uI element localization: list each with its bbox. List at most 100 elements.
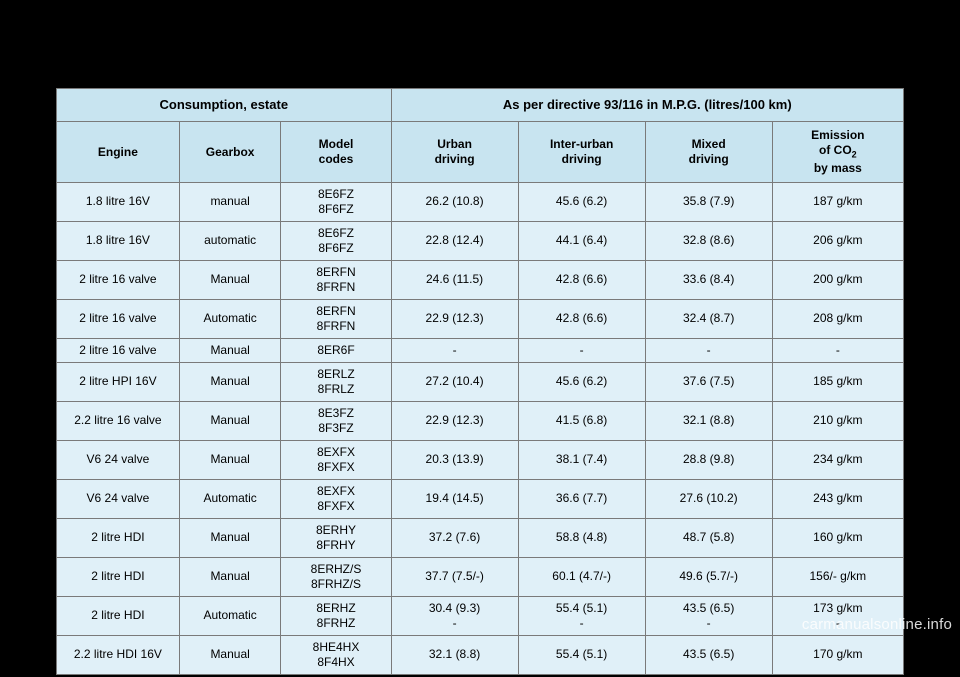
table-row: V6 24 valveAutomatic8EXFX8FXFX19.4 (14.5… xyxy=(57,479,904,518)
table-cell: 55.4 (5.1) xyxy=(518,635,645,674)
table-cell: 243 g/km xyxy=(772,479,903,518)
table-cell: 42.8 (6.6) xyxy=(518,260,645,299)
table-cell: 35.8 (7.9) xyxy=(645,182,772,221)
table-cell: 8ERFN8FRFN xyxy=(281,299,391,338)
table-cell: 60.1 (4.7/-) xyxy=(518,557,645,596)
table-cell: 2 litre 16 valve xyxy=(57,299,180,338)
table-cell: 43.5 (6.5) xyxy=(645,635,772,674)
table-head: Consumption, estate As per directive 93/… xyxy=(57,89,904,183)
table-cell: 27.6 (10.2) xyxy=(645,479,772,518)
table-cell: manual xyxy=(179,182,281,221)
table-cell: 22.8 (12.4) xyxy=(391,221,518,260)
table-body: 1.8 litre 16Vmanual8E6FZ8F6FZ26.2 (10.8)… xyxy=(57,182,904,674)
table-cell: 32.4 (8.7) xyxy=(645,299,772,338)
table-cell: Manual xyxy=(179,362,281,401)
column-header-2: Modelcodes xyxy=(281,122,391,183)
table-cell: 2 litre HDI xyxy=(57,518,180,557)
table-cell: 2 litre HPI 16V xyxy=(57,362,180,401)
table-cell: 2.2 litre HDI 16V xyxy=(57,635,180,674)
table-row: 2.2 litre 16 valveManual8E3FZ8F3FZ22.9 (… xyxy=(57,401,904,440)
table-cell: 8EXFX8FXFX xyxy=(281,479,391,518)
column-header-1: Gearbox xyxy=(179,122,281,183)
table-cell: 1.8 litre 16V xyxy=(57,182,180,221)
table-cell: 160 g/km xyxy=(772,518,903,557)
table-cell: 8EXFX8FXFX xyxy=(281,440,391,479)
column-header-6: Emissionof CO2by mass xyxy=(772,122,903,183)
column-header-0: Engine xyxy=(57,122,180,183)
table-cell: 208 g/km xyxy=(772,299,903,338)
table-cell: 8ERHY8FRHY xyxy=(281,518,391,557)
table-cell: 27.2 (10.4) xyxy=(391,362,518,401)
table-cell: 37.7 (7.5/-) xyxy=(391,557,518,596)
table-cell: 1.8 litre 16V xyxy=(57,221,180,260)
table-cell: V6 24 valve xyxy=(57,479,180,518)
table-cell: 32.1 (8.8) xyxy=(645,401,772,440)
table-cell: 24.6 (11.5) xyxy=(391,260,518,299)
group-header-right: As per directive 93/116 in M.P.G. (litre… xyxy=(391,89,903,122)
table-cell: 45.6 (6.2) xyxy=(518,362,645,401)
table-cell: 20.3 (13.9) xyxy=(391,440,518,479)
column-header-3: Urbandriving xyxy=(391,122,518,183)
table-row: 2 litre HDIManual8ERHZ/S8FRHZ/S37.7 (7.5… xyxy=(57,557,904,596)
table-cell: 2 litre 16 valve xyxy=(57,338,180,362)
watermark-text: carmanualsonline.info xyxy=(802,616,952,633)
table-row: 2 litre HPI 16VManual8ERLZ8FRLZ27.2 (10.… xyxy=(57,362,904,401)
table-cell: - xyxy=(518,338,645,362)
table-cell: Manual xyxy=(179,635,281,674)
table-cell: 22.9 (12.3) xyxy=(391,401,518,440)
table-cell: 2 litre 16 valve xyxy=(57,260,180,299)
table-row: 2 litre HDIAutomatic8ERHZ8FRHZ30.4 (9.3)… xyxy=(57,596,904,635)
table-cell: 8ER6F xyxy=(281,338,391,362)
table-cell: automatic xyxy=(179,221,281,260)
table-cell: 2.2 litre 16 valve xyxy=(57,401,180,440)
table-cell: - xyxy=(772,338,903,362)
table-cell: 8HE4HX8F4HX xyxy=(281,635,391,674)
table-cell: 8E6FZ8F6FZ xyxy=(281,182,391,221)
table-cell: 19.4 (14.5) xyxy=(391,479,518,518)
table-cell: 234 g/km xyxy=(772,440,903,479)
table-cell: 44.1 (6.4) xyxy=(518,221,645,260)
table-cell: 55.4 (5.1)- xyxy=(518,596,645,635)
table-cell: Manual xyxy=(179,518,281,557)
table-cell: 206 g/km xyxy=(772,221,903,260)
consumption-table-container: Consumption, estate As per directive 93/… xyxy=(54,86,906,677)
table-cell: 32.8 (8.6) xyxy=(645,221,772,260)
table-cell: 37.2 (7.6) xyxy=(391,518,518,557)
table-row: 2 litre 16 valveManual8ER6F---- xyxy=(57,338,904,362)
consumption-table: Consumption, estate As per directive 93/… xyxy=(56,88,904,675)
table-cell: 170 g/km xyxy=(772,635,903,674)
table-cell: 32.1 (8.8) xyxy=(391,635,518,674)
table-row: 2 litre 16 valveManual8ERFN8FRFN24.6 (11… xyxy=(57,260,904,299)
table-cell: 49.6 (5.7/-) xyxy=(645,557,772,596)
table-cell: 28.8 (9.8) xyxy=(645,440,772,479)
table-cell: 156/- g/km xyxy=(772,557,903,596)
table-cell: Automatic xyxy=(179,299,281,338)
table-cell: Manual xyxy=(179,440,281,479)
table-row: 2 litre HDIManual8ERHY8FRHY37.2 (7.6)58.… xyxy=(57,518,904,557)
table-cell: 37.6 (7.5) xyxy=(645,362,772,401)
group-header-left: Consumption, estate xyxy=(57,89,392,122)
table-cell: Manual xyxy=(179,338,281,362)
table-cell: 48.7 (5.8) xyxy=(645,518,772,557)
table-cell: 8ERLZ8FRLZ xyxy=(281,362,391,401)
table-cell: 8ERHZ8FRHZ xyxy=(281,596,391,635)
table-cell: 45.6 (6.2) xyxy=(518,182,645,221)
table-cell: - xyxy=(645,338,772,362)
table-cell: 41.5 (6.8) xyxy=(518,401,645,440)
table-cell: 43.5 (6.5)- xyxy=(645,596,772,635)
table-cell: 8E3FZ8F3FZ xyxy=(281,401,391,440)
group-header-row: Consumption, estate As per directive 93/… xyxy=(57,89,904,122)
table-cell: - xyxy=(391,338,518,362)
table-cell: 2 litre HDI xyxy=(57,596,180,635)
table-row: 1.8 litre 16Vmanual8E6FZ8F6FZ26.2 (10.8)… xyxy=(57,182,904,221)
table-cell: Manual xyxy=(179,557,281,596)
table-cell: 187 g/km xyxy=(772,182,903,221)
column-header-row: EngineGearboxModelcodesUrbandrivingInter… xyxy=(57,122,904,183)
table-cell: Automatic xyxy=(179,596,281,635)
table-cell: 58.8 (4.8) xyxy=(518,518,645,557)
table-cell: 38.1 (7.4) xyxy=(518,440,645,479)
table-cell: 8E6FZ8F6FZ xyxy=(281,221,391,260)
table-cell: 2 litre HDI xyxy=(57,557,180,596)
table-cell: 30.4 (9.3)- xyxy=(391,596,518,635)
table-cell: 36.6 (7.7) xyxy=(518,479,645,518)
